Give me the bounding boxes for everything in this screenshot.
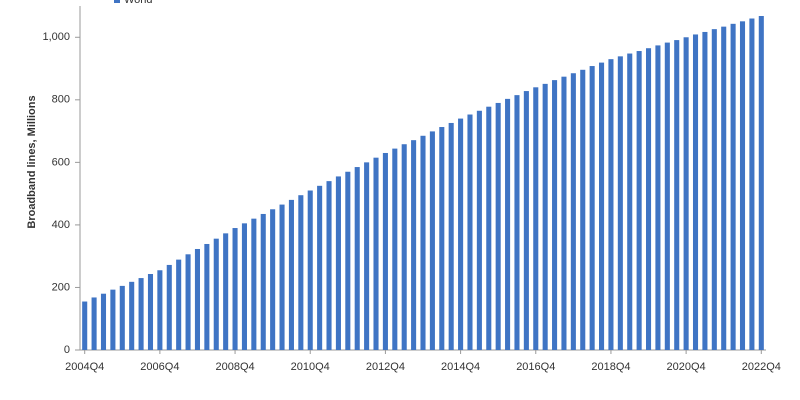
y-tick-label: 400 <box>52 219 70 231</box>
bar <box>758 16 764 351</box>
x-tick-label: 2020Q4 <box>667 361 706 373</box>
bar <box>429 131 435 350</box>
bar <box>552 80 558 350</box>
bar <box>636 51 642 351</box>
bar <box>458 118 464 350</box>
x-tick-label: 2008Q4 <box>215 361 254 373</box>
bar <box>91 297 97 350</box>
bar <box>279 204 285 350</box>
x-tick-label: 2022Q4 <box>742 361 781 373</box>
y-tick-label: 800 <box>52 94 70 106</box>
bar <box>420 135 426 350</box>
bar <box>317 185 323 350</box>
bar <box>82 301 88 350</box>
bar <box>232 228 238 350</box>
bar <box>505 98 511 350</box>
bar <box>711 29 717 351</box>
bar <box>129 281 135 350</box>
bar <box>251 218 257 350</box>
y-tick-label: 200 <box>52 281 70 293</box>
bar <box>674 40 680 350</box>
bar <box>298 195 304 350</box>
y-tick-label: 600 <box>52 156 70 168</box>
bar <box>721 26 727 350</box>
y-tick-label: 0 <box>64 344 70 356</box>
bar <box>194 248 201 350</box>
bar <box>373 157 379 350</box>
bar <box>486 106 492 350</box>
x-tick-label: 2016Q4 <box>516 361 555 373</box>
bar <box>411 140 417 350</box>
bar <box>223 233 229 350</box>
bar <box>599 62 605 350</box>
bar <box>241 223 247 350</box>
bar <box>664 42 670 351</box>
bar <box>448 122 454 351</box>
bar <box>119 285 125 350</box>
bar <box>608 59 614 350</box>
bar <box>307 190 313 350</box>
legend-label: World <box>124 0 153 6</box>
bar <box>627 53 633 350</box>
bar <box>100 293 107 350</box>
bar <box>176 259 182 350</box>
bar <box>692 34 699 350</box>
x-tick-label: 2010Q4 <box>291 361 330 373</box>
legend-swatch <box>114 0 120 3</box>
bar <box>645 48 652 351</box>
bar <box>288 199 294 350</box>
y-tick-label: 1,000 <box>42 31 70 43</box>
x-tick-label: 2014Q4 <box>441 361 480 373</box>
bar <box>354 167 360 350</box>
bar <box>617 56 623 350</box>
bar <box>655 45 661 351</box>
x-tick-label: 2004Q4 <box>65 361 104 373</box>
x-tick-label: 2006Q4 <box>140 361 179 373</box>
bar <box>495 102 501 350</box>
bar <box>326 181 332 350</box>
bar <box>185 254 191 350</box>
bar <box>467 114 473 351</box>
bar <box>476 110 482 350</box>
bar <box>166 264 172 350</box>
y-axis-title: Broadband lines, Millions <box>26 95 38 228</box>
bar <box>157 270 163 350</box>
bar <box>523 91 529 350</box>
bar <box>401 144 407 350</box>
bar <box>213 238 219 350</box>
bar <box>335 176 341 350</box>
bar <box>110 289 116 350</box>
bar <box>589 66 595 350</box>
bar <box>439 127 445 350</box>
bar <box>270 209 276 350</box>
bar <box>392 148 398 350</box>
bar <box>580 69 586 351</box>
bar <box>514 95 520 350</box>
bar <box>147 274 154 350</box>
bar <box>749 18 755 350</box>
bar <box>138 278 144 350</box>
bar <box>730 23 736 351</box>
bar <box>561 76 567 350</box>
bar <box>364 162 370 350</box>
bar <box>260 213 266 350</box>
bar <box>204 243 210 350</box>
bar <box>570 73 576 351</box>
bar <box>382 152 388 350</box>
bar <box>542 83 548 351</box>
x-tick-label: 2018Q4 <box>591 361 630 373</box>
bar <box>739 21 746 350</box>
x-tick-label: 2012Q4 <box>366 361 405 373</box>
bar <box>533 87 539 351</box>
bar <box>702 31 708 351</box>
bar <box>683 37 689 350</box>
bar <box>345 171 351 350</box>
